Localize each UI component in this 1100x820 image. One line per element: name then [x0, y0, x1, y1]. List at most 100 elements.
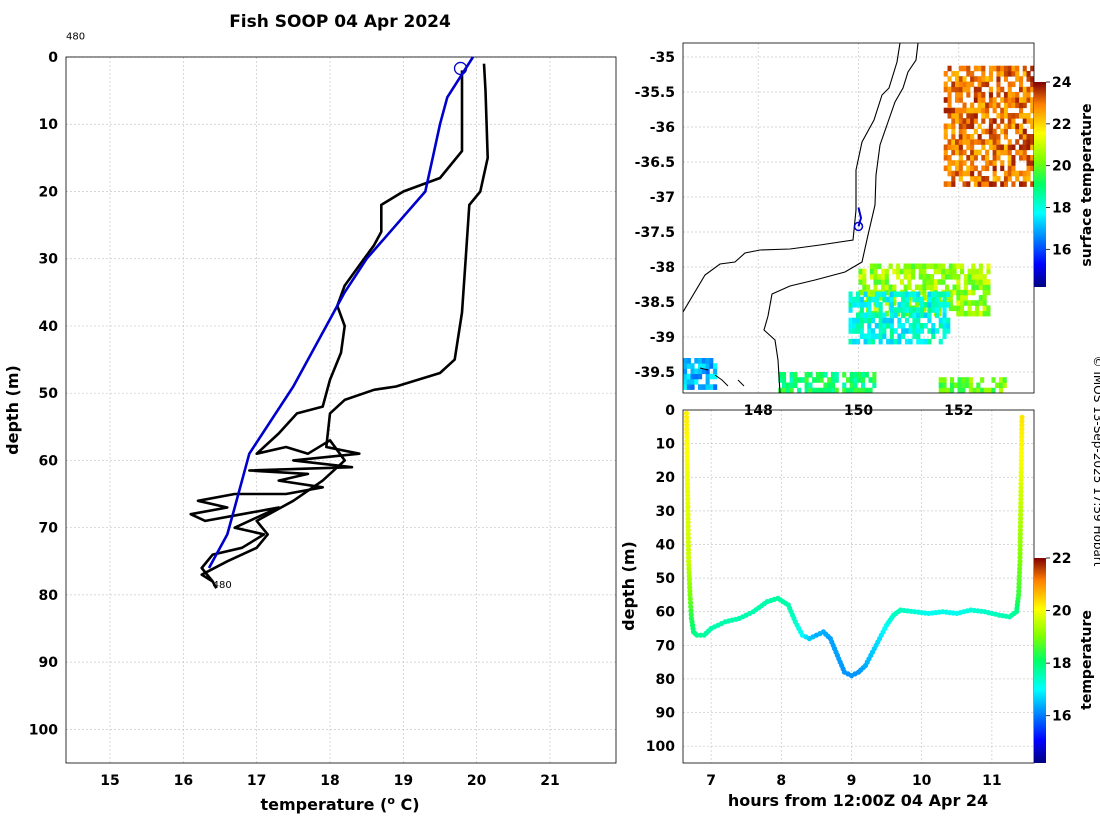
sst-cell	[713, 368, 718, 375]
depth-time-point	[687, 596, 693, 602]
sst-cell	[1019, 76, 1024, 82]
sst-cell	[955, 144, 960, 151]
depth-time-point	[1018, 500, 1024, 506]
sst-cell	[1030, 107, 1034, 114]
sst-cell	[942, 307, 947, 313]
sst-cell	[705, 384, 710, 390]
sst-cell	[947, 107, 952, 114]
depth-time-ytick-label: 100	[646, 739, 675, 755]
depth-time-point	[1018, 446, 1025, 452]
profile-ytick-label: 40	[39, 319, 59, 335]
sst-cell	[941, 263, 946, 270]
sst-cell	[1030, 134, 1034, 140]
sst-cell	[846, 377, 851, 383]
sst-cell	[812, 377, 817, 383]
sst-cell	[889, 328, 894, 334]
sst-cell	[981, 176, 986, 182]
sst-cell	[919, 307, 924, 313]
sst-cell	[942, 387, 947, 393]
sst-cell	[1030, 81, 1034, 88]
sst-cell	[686, 373, 691, 380]
depth-time-point	[684, 442, 690, 448]
sst-cell	[978, 268, 983, 275]
sst-cell	[884, 268, 889, 275]
profile-ytick-label: 100	[29, 722, 58, 738]
sst-cell	[923, 302, 928, 308]
sst-cell	[1026, 165, 1031, 172]
sst-cell	[962, 181, 967, 187]
depth-time-point	[684, 418, 690, 424]
credit-text: © IMOS 13-Sep-2025 17:59 Hobart	[1091, 356, 1100, 567]
sst-cell	[992, 170, 997, 177]
sst-cell	[893, 307, 898, 313]
sst-cell	[955, 86, 960, 93]
sst-cell	[862, 284, 867, 291]
sst-cell	[978, 284, 983, 291]
sst-cell	[973, 149, 978, 156]
map-xtick-label: 148	[744, 403, 773, 419]
sst-cell	[968, 377, 973, 383]
sst-cell	[857, 387, 862, 393]
sst-cell	[903, 274, 908, 280]
sst-cell	[1011, 160, 1016, 166]
sst-cell	[919, 312, 924, 319]
sst-cell	[1026, 160, 1031, 166]
sst-cell	[1026, 97, 1031, 103]
sst-cell	[863, 302, 868, 308]
sst-cell	[698, 373, 703, 380]
sst-cell	[982, 305, 987, 312]
sst-cell	[941, 268, 946, 275]
depth-time-point	[1016, 573, 1022, 579]
sst-cell	[852, 317, 857, 324]
sst-cell	[893, 291, 898, 298]
sst-cell	[943, 165, 948, 172]
sst-cell	[908, 323, 913, 329]
sst-cell	[951, 113, 956, 119]
sst-cell	[962, 139, 967, 145]
sst-cell	[874, 312, 879, 319]
sst-cell	[882, 296, 887, 303]
sst-cell	[1026, 92, 1031, 98]
sst-cell	[881, 268, 886, 275]
depth-time-point	[685, 500, 691, 506]
sst-cell	[952, 274, 957, 280]
sst-cell	[986, 289, 991, 296]
sst-cell	[698, 384, 703, 390]
sst-cell	[965, 382, 970, 389]
sst-cell	[1022, 134, 1027, 140]
sst-cell	[705, 363, 710, 369]
depth-time-point	[684, 473, 691, 479]
sst-cell	[960, 310, 965, 317]
sst-cell	[956, 274, 961, 280]
sst-cell	[911, 274, 916, 280]
sst-cell	[973, 139, 978, 145]
sst-cell	[970, 71, 975, 77]
sst-cell	[884, 279, 889, 285]
sst-cell	[881, 279, 886, 285]
sst-cell	[978, 295, 983, 301]
sst-cell	[819, 387, 824, 393]
depth-time-point	[684, 434, 690, 440]
sst-cell	[878, 312, 883, 319]
sst-cell	[951, 81, 956, 88]
depth-time-xtick-label: 11	[982, 773, 1001, 789]
sst-cell	[916, 328, 921, 334]
sst-cell	[951, 86, 956, 93]
sst-cell	[977, 181, 982, 187]
sst-cell	[922, 295, 927, 301]
depth-time-point	[686, 573, 692, 579]
sst-cell	[956, 284, 961, 291]
sst-cell	[1003, 71, 1008, 77]
depth-time-ytick-label: 80	[656, 672, 676, 688]
sst-cell	[973, 65, 978, 72]
sst-cell	[978, 263, 983, 270]
sst-cell	[962, 160, 967, 166]
profile-grid	[66, 56, 616, 763]
sst-cell	[867, 338, 872, 345]
sst-cell	[927, 317, 932, 324]
sst-cell	[916, 307, 921, 313]
sst-cell	[955, 113, 960, 119]
sst-cell	[931, 333, 936, 340]
sst-cell	[981, 181, 986, 187]
sst-cell	[971, 274, 976, 280]
